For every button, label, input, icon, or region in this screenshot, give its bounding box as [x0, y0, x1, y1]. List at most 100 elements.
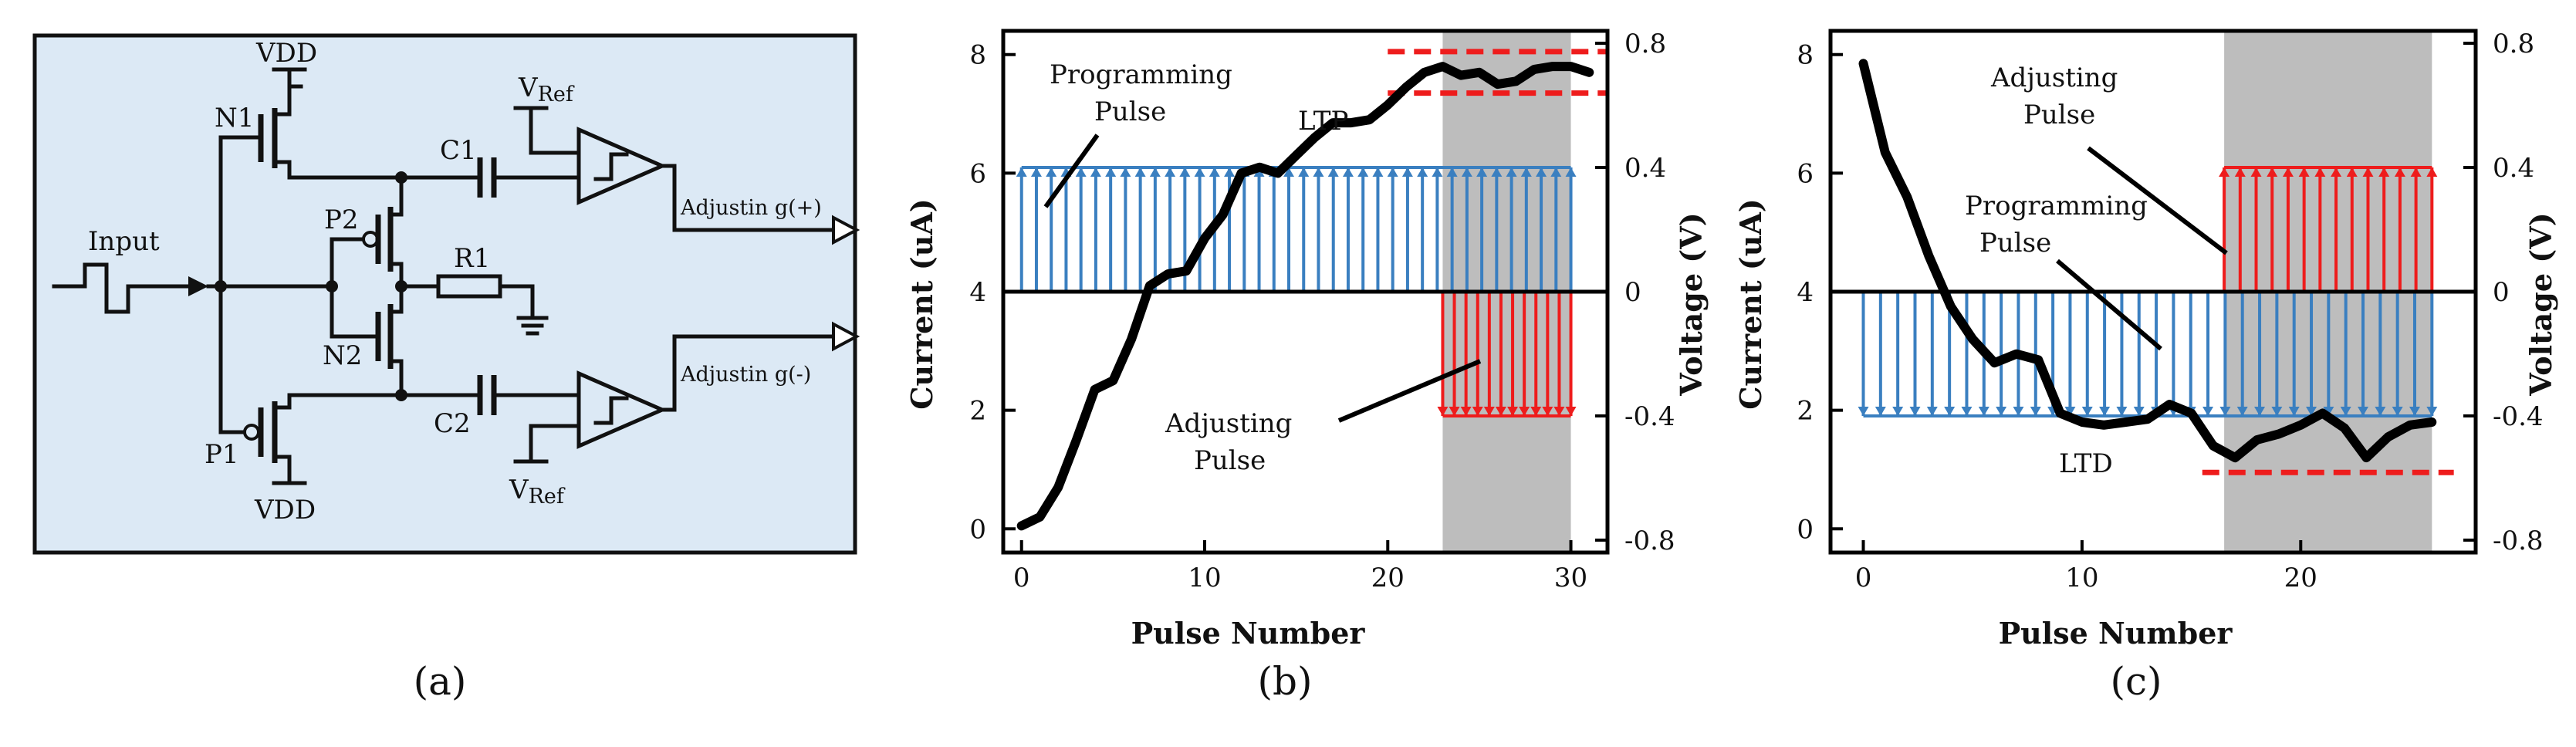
pulse-train-b — [1016, 166, 1577, 417]
programming-pulse-head — [1892, 406, 1904, 416]
adjusting-pulse-head — [2394, 167, 2405, 177]
input-arrow — [188, 276, 208, 296]
programming-pulse-head — [1120, 167, 1131, 177]
programming-pulse-head — [1565, 167, 1577, 177]
adjusting-pulse-head — [2378, 167, 2390, 177]
current-curve-c — [1858, 59, 2437, 463]
programming-pulse-head — [1313, 167, 1324, 177]
y-tick-label: 2 — [1797, 396, 1814, 427]
programming-pulse-head — [2064, 406, 2076, 416]
programming-pulse-head — [1996, 406, 2007, 416]
n2-transistor: N2 — [323, 284, 404, 397]
adjusting-pulse-head — [2346, 167, 2358, 177]
r1-label: R1 — [454, 243, 490, 274]
comparator-top — [513, 106, 860, 245]
x-axis-label-b: Pulse Number — [1131, 616, 1366, 651]
programming-pulse-head — [2375, 406, 2386, 416]
programming-pulse-head — [1858, 406, 1869, 416]
programming-annotation-c-2: Pulse — [1979, 228, 2051, 259]
programming-pulse-head — [1446, 167, 1458, 177]
programming-pulse-head — [2030, 406, 2041, 416]
vdd-top-label: VDD — [255, 38, 317, 69]
adjusting-pointer-c — [2087, 146, 2228, 255]
y-right-tick-label: 0.8 — [2493, 29, 2534, 59]
y-tick-label: 2 — [969, 396, 986, 427]
adjusting-pulse-head — [2331, 167, 2342, 177]
programming-pulse-head — [2358, 406, 2369, 416]
adjusting-pulse-head — [2250, 167, 2262, 177]
circuit-panel: Input N1 VDD P2 — [32, 33, 860, 555]
y-tick-label: 0 — [969, 514, 986, 545]
x-tick-label: 0 — [1013, 563, 1030, 593]
programming-pulse-head — [1926, 406, 1938, 416]
y-tick-label: 4 — [1797, 277, 1814, 308]
y-right-tick-label: 0 — [1624, 277, 1641, 308]
programming-pulse-head — [1030, 167, 1042, 177]
programming-annotation-b-2: Pulse — [1094, 96, 1166, 127]
comparator-bottom — [513, 321, 860, 464]
p2-transistor: P2 — [324, 204, 404, 289]
programming-annotation-b: Programming — [1050, 59, 1232, 90]
programming-pulse-head — [2392, 406, 2403, 416]
programming-pulse-head — [1298, 167, 1310, 177]
adjusting-pulse-head — [2282, 167, 2294, 177]
y-right-tick-label: -0.8 — [1624, 526, 1675, 556]
adjusting-pulse-head — [2362, 167, 2374, 177]
adjusting-pulse-head — [2298, 167, 2310, 177]
adjusting-pulse-head — [2267, 167, 2278, 177]
adjusting-pulse-head — [1472, 406, 1483, 416]
programming-pulse-head — [2116, 406, 2128, 416]
programming-pulse-head — [2340, 406, 2351, 416]
programming-pulse-head — [1401, 167, 1413, 177]
adjusting-pulse-head — [2426, 167, 2438, 177]
y-right-tick-label: 0 — [2493, 277, 2510, 308]
y-tick-label: 0 — [1797, 514, 1814, 545]
vref-top-label: VRef — [518, 73, 575, 106]
programming-pulse-head — [2236, 406, 2248, 416]
y-tick-label: 8 — [1797, 40, 1814, 71]
adjusting-pulse-head — [1565, 406, 1577, 416]
adjusting-pulse-head — [1495, 406, 1506, 416]
programming-pulse-head — [1224, 167, 1236, 177]
programming-pointer-b — [1043, 134, 1100, 208]
x-tick-label: 20 — [1371, 563, 1405, 593]
x-tick-label: 30 — [1554, 563, 1587, 593]
x-tick-label: 0 — [1855, 563, 1872, 593]
programming-pulse-head — [1357, 167, 1369, 177]
adjusting-pulse-head — [1507, 406, 1519, 416]
programming-pulse-head — [2254, 406, 2266, 416]
panel-c-label: (c) — [2110, 659, 2162, 704]
adjusting-annotation-b-2: Pulse — [1194, 445, 1266, 476]
adjusting-annotation-c: Adjusting — [1990, 63, 2118, 93]
adjusting-pulse-head — [1483, 406, 1495, 416]
adjusting-pos-label: Adjustin g(+) — [680, 196, 822, 220]
input-label: Input — [88, 226, 160, 257]
programming-pulse-head — [2306, 406, 2317, 416]
programming-pulse-head — [1417, 167, 1428, 177]
programming-pulse-head — [2271, 406, 2283, 416]
y-tick-label: 6 — [1797, 158, 1814, 189]
adjusting-neg-arrow — [832, 321, 860, 352]
adjusting-pulse-head — [2410, 167, 2422, 177]
programming-pulse-head — [1978, 406, 1989, 416]
programming-pulse-head — [1520, 167, 1532, 177]
vref-bottom-label: VRef — [509, 475, 566, 509]
adjusting-pos-arrow — [832, 215, 860, 245]
programming-pulse-head — [1209, 167, 1220, 177]
axis-ticks-c: 0 10 20 0 2 4 6 8 -0.8 -0.4 0 0.4 0.8 — [1797, 29, 2543, 593]
programming-pulse-head — [1461, 167, 1472, 177]
programming-pulse-head — [1372, 167, 1384, 177]
y-axis-label-b: Current (uA) — [904, 198, 939, 410]
adjusting-pulse-head — [1553, 406, 1565, 416]
programming-pulse-head — [2323, 406, 2334, 416]
y-right-tick-label: 0.8 — [1624, 29, 1666, 59]
x-tick-label: 10 — [1188, 563, 1221, 593]
programming-pulse-head — [2133, 406, 2145, 416]
y-right-tick-label: 0.4 — [1624, 153, 1666, 184]
n1-label: N1 — [215, 103, 254, 134]
vdd-bottom-label: VDD — [254, 495, 316, 526]
programming-pulse-head — [1342, 167, 1354, 177]
adjusting-annotation-c-2: Pulse — [2023, 100, 2095, 130]
programming-pulse-head — [2426, 406, 2438, 416]
ltp-label-b: LTP — [1298, 106, 1348, 137]
